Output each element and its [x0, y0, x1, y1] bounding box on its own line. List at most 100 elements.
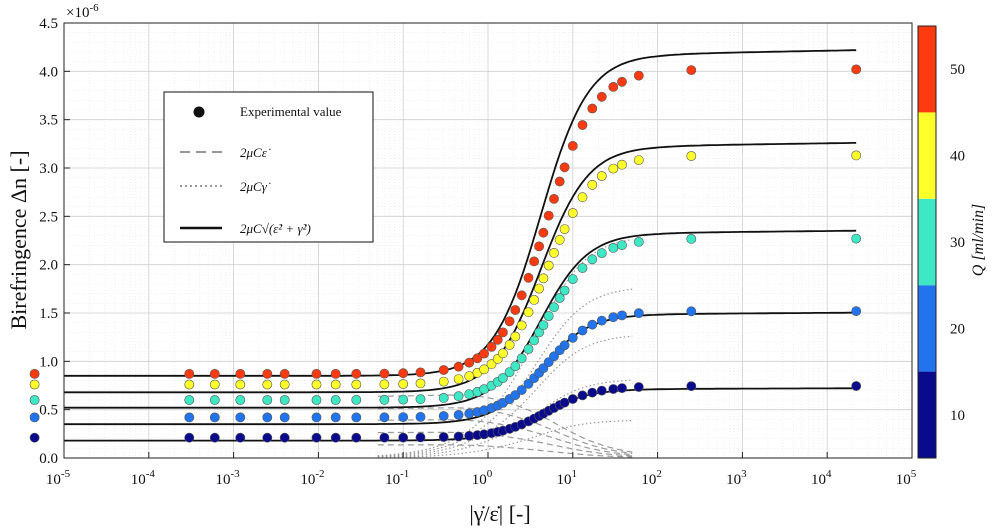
y-multiplier: ×10-6 — [66, 2, 99, 21]
experimental-point — [464, 371, 475, 381]
experimental-point — [633, 382, 644, 392]
colorbar-segment — [918, 371, 936, 458]
experimental-point — [351, 412, 362, 423]
experimental-point — [686, 233, 697, 244]
x-tick-label: 100 — [472, 468, 493, 488]
experimental-point — [464, 389, 475, 399]
experimental-point — [184, 368, 195, 379]
experimental-point — [262, 368, 273, 379]
experimental-point — [379, 379, 390, 390]
experimental-point — [438, 411, 449, 421]
experimental-point — [516, 353, 527, 364]
experimental-point — [596, 248, 607, 258]
experimental-point — [529, 335, 539, 346]
colorbar-tick-label: 40 — [950, 149, 965, 165]
experimental-point — [398, 432, 409, 443]
experimental-point — [567, 274, 578, 284]
y-tick-label: 3.0 — [39, 161, 58, 177]
colorbar-segment — [918, 112, 936, 199]
experimental-point — [311, 395, 322, 405]
y-tick-label: 0.0 — [39, 451, 58, 467]
experimental-point — [596, 91, 607, 102]
experimental-point — [504, 339, 515, 350]
x-tick-label: 104 — [811, 468, 832, 488]
experimental-point — [464, 357, 475, 368]
experimental-point — [617, 383, 627, 393]
experimental-point — [523, 307, 534, 318]
experimental-point — [330, 379, 341, 390]
experimental-point — [851, 64, 862, 75]
experimental-point — [577, 120, 588, 130]
colorbar — [917, 25, 937, 459]
experimental-point — [29, 379, 40, 390]
colorbar-segment — [918, 26, 936, 113]
experimental-point — [209, 368, 220, 379]
experimental-point — [538, 273, 549, 284]
experimental-point — [577, 325, 588, 336]
experimental-point — [464, 430, 475, 441]
experimental-point — [311, 368, 322, 379]
experimental-point — [279, 395, 290, 405]
experimental-point — [311, 432, 322, 443]
experimental-point — [686, 65, 697, 75]
y-tick-label: 3.5 — [39, 113, 58, 129]
experimental-point — [351, 394, 362, 405]
legend-marker-symbol — [193, 106, 205, 118]
experimental-point — [235, 368, 246, 379]
experimental-point — [686, 306, 697, 317]
x-tick-label: 105 — [896, 468, 917, 488]
eps-component-curve — [377, 444, 633, 458]
experimental-point — [516, 320, 527, 331]
experimental-point — [497, 348, 508, 359]
experimental-point — [415, 367, 426, 378]
experimental-point — [330, 432, 341, 443]
experimental-point — [379, 368, 390, 379]
legend-label-eps: 2μCε̇ — [240, 145, 271, 160]
experimental-point — [567, 140, 578, 151]
colorbar-label: Q [ml/min] — [970, 204, 987, 276]
experimental-point — [209, 412, 220, 423]
experimental-point — [554, 293, 565, 303]
x-tick-label: 10-3 — [216, 468, 241, 488]
experimental-point — [559, 224, 570, 234]
experimental-point — [379, 412, 390, 423]
colorbar-frame — [917, 25, 937, 459]
x-tick-label: 103 — [726, 468, 747, 488]
experimental-point — [351, 432, 362, 443]
experimental-point — [608, 384, 619, 394]
experimental-point — [415, 378, 426, 389]
experimental-point — [686, 381, 697, 391]
x-tick-label: 10-1 — [385, 468, 409, 488]
experimental-point — [184, 379, 195, 390]
experimental-point — [543, 260, 554, 271]
experimental-point — [543, 311, 554, 321]
experimental-point — [510, 305, 521, 315]
gamma-component-curve — [377, 379, 633, 458]
experimental-point — [567, 394, 578, 404]
experimental-point — [379, 432, 390, 443]
experimental-point — [596, 385, 607, 396]
experimental-point — [543, 210, 554, 221]
x-tick-label: 10-5 — [46, 468, 71, 488]
experimental-point — [279, 368, 290, 379]
experimental-point — [438, 392, 449, 403]
experimental-point — [351, 368, 362, 379]
experimental-point — [235, 379, 246, 390]
colorbar-ticks: 10 20 30 40 50 — [950, 62, 965, 424]
experimental-point — [29, 368, 40, 379]
experimental-point — [567, 208, 578, 218]
x-tick-label: 101 — [557, 468, 578, 488]
experimental-point — [538, 320, 549, 330]
experimental-point — [633, 155, 644, 165]
experimental-point — [608, 82, 619, 92]
experimental-point — [492, 334, 503, 345]
experimental-point — [486, 341, 497, 352]
experimental-point — [510, 331, 521, 342]
experimental-point — [330, 412, 341, 423]
colorbar-segment — [918, 285, 936, 372]
experimental-point — [279, 379, 290, 390]
colorbar-tick-label: 20 — [950, 321, 965, 337]
experimental-point — [209, 432, 220, 443]
experimental-point — [617, 310, 627, 321]
